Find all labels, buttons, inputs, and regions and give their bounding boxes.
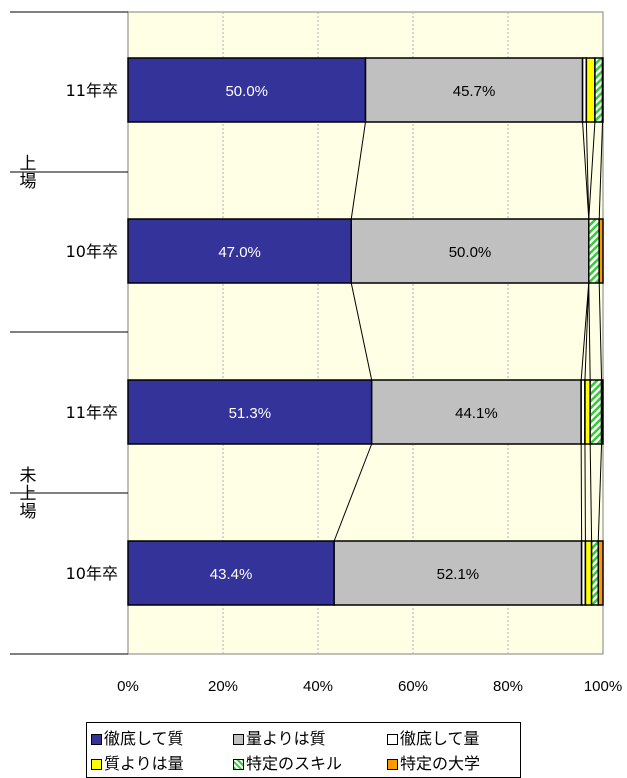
legend-swatch bbox=[91, 734, 102, 745]
series-line bbox=[584, 282, 590, 381]
x-tick-label: 100% bbox=[584, 678, 622, 695]
legend-item: 質よりは量 bbox=[91, 750, 184, 774]
series-line bbox=[582, 121, 590, 220]
data-label: 43.4% bbox=[210, 566, 253, 583]
chart-legend: 徹底して質 量よりは質 徹底して量質よりは量 特定のスキル 特定の大学 bbox=[86, 722, 521, 778]
bar-segment-2 bbox=[370, 379, 582, 445]
legend-label: 量よりは質 bbox=[246, 729, 326, 748]
series-line bbox=[598, 282, 603, 381]
category-label: 10年卒 bbox=[66, 564, 118, 583]
bar-segment-5 bbox=[588, 218, 600, 284]
group-label: 上 bbox=[20, 484, 37, 504]
series-line bbox=[585, 121, 590, 220]
bar-segment-4 bbox=[585, 57, 596, 123]
series-line bbox=[350, 121, 366, 220]
bar-segment-2 bbox=[364, 57, 584, 123]
bar-segment-5 bbox=[589, 379, 603, 445]
category-label: 11年卒 bbox=[66, 403, 118, 422]
category-label: 11年卒 bbox=[66, 81, 118, 100]
legend-label: 特定の大学 bbox=[400, 754, 481, 773]
legend-label: 徹底して量 bbox=[400, 729, 480, 748]
bar-segment-1 bbox=[127, 540, 335, 606]
bar-segment-6 bbox=[600, 379, 604, 445]
legend-item: 徹底して質 bbox=[91, 725, 184, 749]
bar-segment-6 bbox=[597, 540, 604, 606]
legend-swatch bbox=[233, 734, 244, 745]
legend-label: 徹底して質 bbox=[104, 729, 184, 748]
legend-swatch bbox=[387, 759, 398, 770]
legend-label: 質よりは量 bbox=[104, 754, 184, 773]
data-label: 50.0% bbox=[449, 244, 492, 261]
bar-segment-2 bbox=[350, 218, 590, 284]
legend-swatch bbox=[233, 759, 244, 770]
x-tick-label: 60% bbox=[398, 678, 428, 695]
bar-segment-5 bbox=[594, 57, 604, 123]
series-line bbox=[598, 121, 604, 220]
series-line bbox=[597, 443, 603, 542]
data-label: 50.0% bbox=[225, 83, 268, 100]
bar-segment-4 bbox=[584, 540, 593, 606]
x-tick-label: 40% bbox=[303, 678, 333, 695]
bar-segment-1 bbox=[127, 57, 367, 123]
category-label: 10年卒 bbox=[66, 242, 118, 261]
series-line bbox=[333, 443, 373, 542]
legend-item: 特定の大学 bbox=[387, 750, 480, 774]
series-line bbox=[588, 282, 591, 381]
group-label: 場 bbox=[20, 502, 37, 522]
bar-segment-4 bbox=[584, 379, 591, 445]
data-label: 52.1% bbox=[437, 566, 480, 583]
legend-item: 量よりは質 bbox=[233, 725, 326, 749]
data-label: 44.1% bbox=[455, 405, 498, 422]
legend-swatch bbox=[387, 734, 398, 745]
series-line bbox=[350, 282, 373, 381]
x-tick-label: 0% bbox=[117, 678, 139, 695]
data-label: 47.0% bbox=[218, 244, 261, 261]
bar-segment-2 bbox=[333, 540, 583, 606]
bar-segment-5 bbox=[590, 540, 599, 606]
series-line bbox=[589, 443, 593, 542]
x-tick-label: 20% bbox=[208, 678, 238, 695]
legend-item: 特定のスキル bbox=[233, 750, 342, 774]
series-line bbox=[588, 121, 596, 220]
data-label: 45.7% bbox=[453, 83, 496, 100]
legend-item: 徹底して量 bbox=[387, 725, 480, 749]
bar-segment-1 bbox=[127, 379, 373, 445]
bar-segment-1 bbox=[127, 218, 352, 284]
group-label: 未 bbox=[20, 466, 37, 486]
x-tick-label: 80% bbox=[493, 678, 523, 695]
legend-swatch bbox=[91, 759, 102, 770]
group-label: 場 bbox=[20, 172, 37, 192]
legend-label: 特定のスキル bbox=[246, 754, 343, 773]
bar-segment-6 bbox=[598, 218, 604, 284]
group-label: 上 bbox=[20, 154, 37, 174]
data-label: 51.3% bbox=[229, 405, 272, 422]
series-line bbox=[580, 282, 590, 381]
